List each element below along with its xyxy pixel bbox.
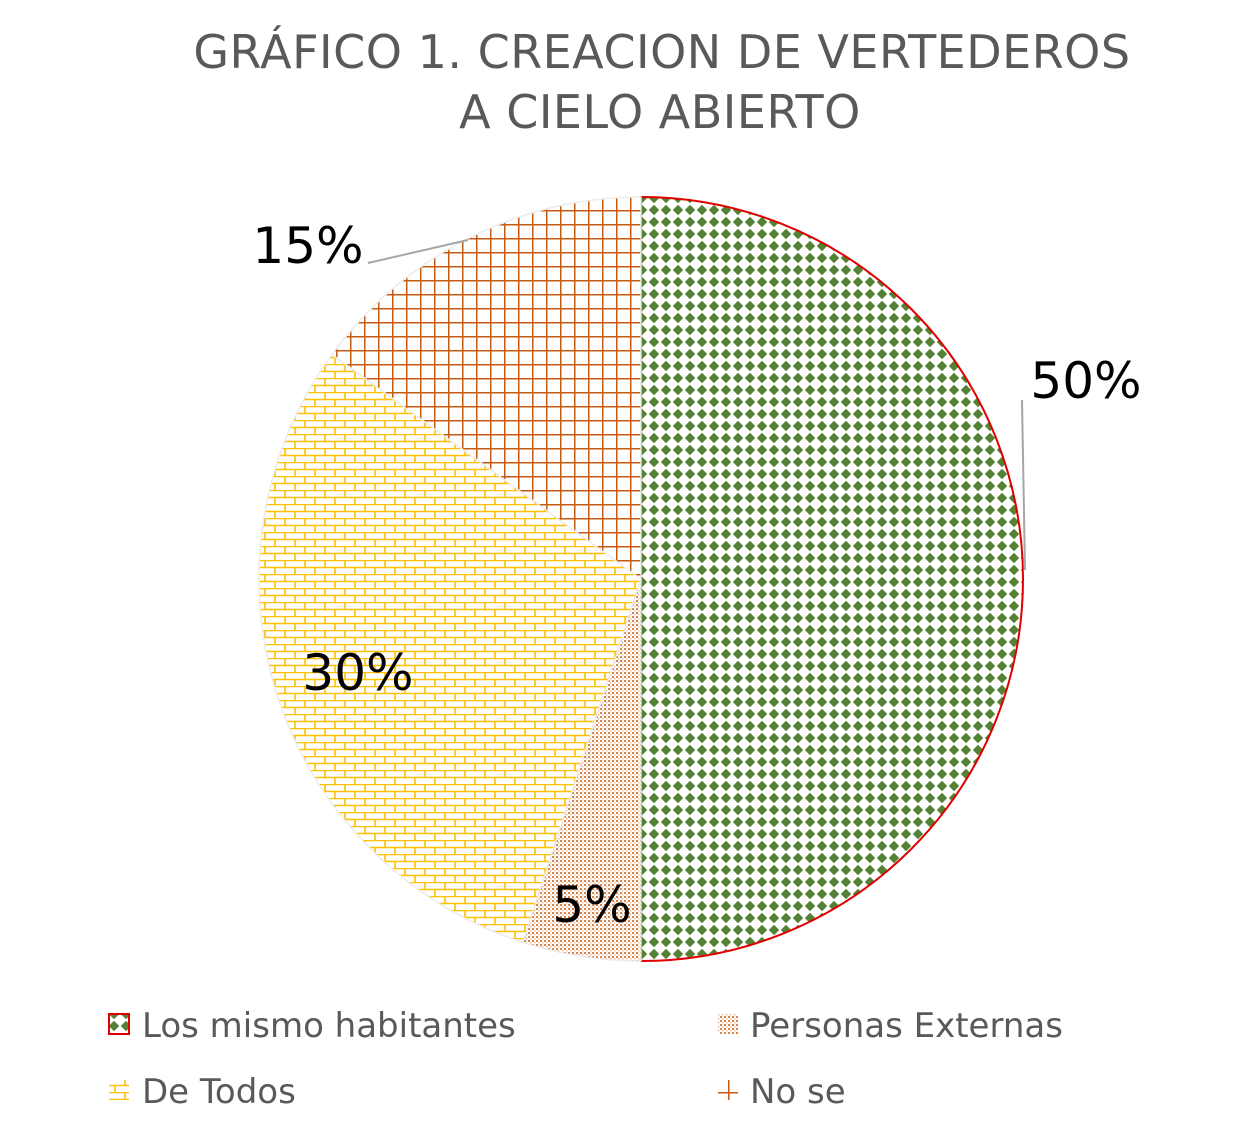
data-label-no-se: 15% [252,217,363,275]
legend-label-los-mismo-habitantes: Los mismo habitantes [142,1006,516,1046]
leader-line-15 [367,239,469,264]
legend-label-personas-externas: Personas Externas [750,1006,1063,1046]
legend-swatch-de-todos [109,1080,129,1100]
data-label-personas-externas: 5% [552,876,631,934]
legend-item-de-todos: De Todos [109,1072,296,1112]
pie-slice-de-todos [258,353,642,944]
legend: Los mismo habitantes Personas Externas D… [108,1006,1063,1112]
chart-title-line-1: GRÁFICO 1. CREACION DE VERTEDEROS [193,25,1130,79]
data-labels: 50% 5% 30% 15% [252,217,1141,934]
pie-slice-los-mismo-habitantes [640,196,1024,962]
pie-slices [258,196,1024,962]
legend-item-los-mismo-habitantes: Los mismo habitantes [108,1006,516,1046]
pie-slice-no-se [331,196,642,580]
legend-swatch-no-se [718,1080,738,1100]
chart-title-line-2: A CIELO ABIERTO [459,85,861,139]
legend-swatch-personas-externas [718,1014,738,1034]
legend-item-no-se: No se [718,1072,846,1112]
data-label-de-todos: 30% [302,644,413,702]
legend-swatch-los-mismo-habitantes [108,1013,130,1035]
legend-label-de-todos: De Todos [142,1072,296,1112]
chart-title: GRÁFICO 1. CREACION DE VERTEDEROS A CIEL… [193,25,1130,139]
legend-label-no-se: No se [750,1072,846,1112]
data-label-los-mismo-habitantes: 50% [1030,352,1141,410]
leader-line-50 [1021,399,1026,571]
legend-item-personas-externas: Personas Externas [718,1006,1063,1046]
